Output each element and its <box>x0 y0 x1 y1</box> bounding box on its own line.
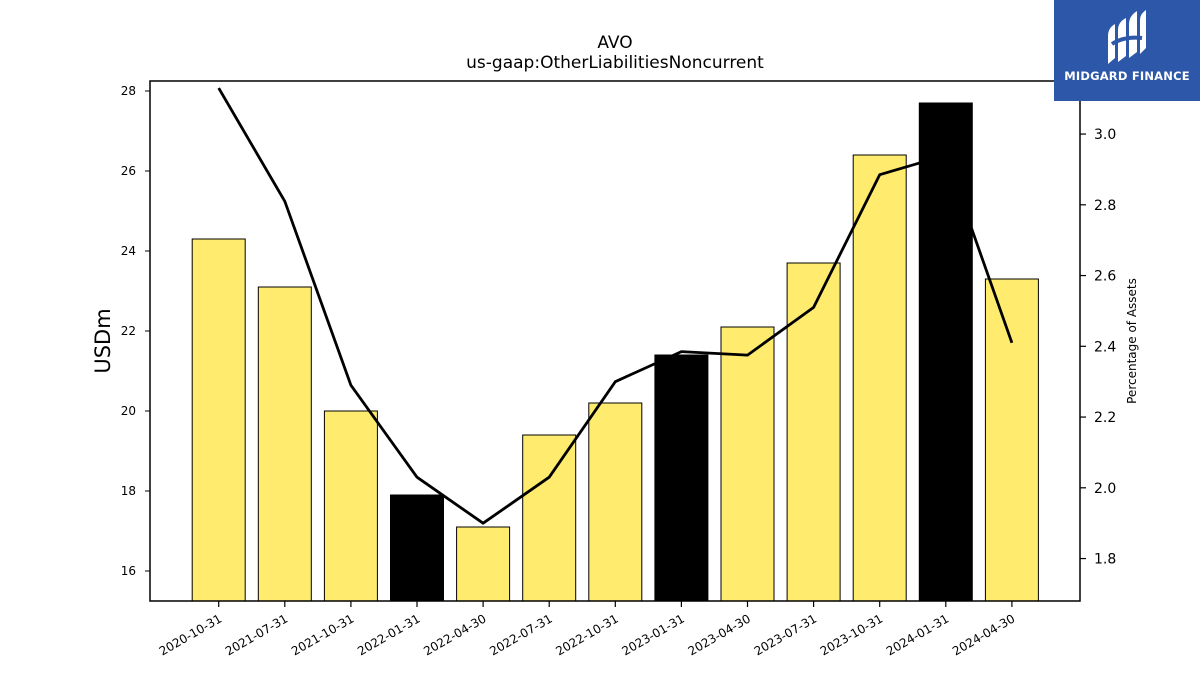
y-tick-label-left: 16 <box>121 564 136 578</box>
bar-2023-07-31 <box>786 262 841 602</box>
x-axis: 2020-10-312021-07-312021-10-312022-01-31… <box>157 601 1017 658</box>
x-tick-label: 2023-07-31 <box>752 611 819 658</box>
percentage-of-assets-line <box>217 87 1014 525</box>
x-tick-label: 2023-10-31 <box>818 611 885 658</box>
y-tick-label-left: 28 <box>121 84 136 98</box>
bar-2023-10-31 <box>852 154 907 602</box>
y-tick-label-left: 26 <box>121 164 136 178</box>
bar-2022-01-31 <box>390 494 444 602</box>
x-tick-label: 2022-01-31 <box>355 611 422 658</box>
bar-2020-10-31 <box>191 238 246 602</box>
x-tick-label: 2024-04-30 <box>950 611 1017 658</box>
bar-2024-04-30 <box>984 278 1039 602</box>
y-tick-label-right: 2.6 <box>1094 269 1116 285</box>
chart-title: AVO <box>597 33 632 53</box>
y-axis-right: 1.8 2.0 2.2 2.4 2.6 2.8 3.0 <box>1080 127 1116 568</box>
y-tick-label-right: 2.2 <box>1094 410 1116 426</box>
y-axis-label-right: Percentage of Assets <box>1125 278 1139 404</box>
chart-subtitle: us-gaap:OtherLiabilitiesNoncurrent <box>466 53 764 73</box>
bar-2021-07-31 <box>257 286 312 602</box>
y-tick-label-left: 20 <box>121 404 136 418</box>
bar-2024-01-31 <box>918 102 973 602</box>
y-tick-label-right: 2.8 <box>1094 198 1116 214</box>
logo-mark-icon <box>1108 10 1146 64</box>
bar-2022-07-31 <box>522 434 577 602</box>
x-tick-label: 2020-10-31 <box>157 611 224 658</box>
bar-2023-01-31 <box>654 354 709 602</box>
bar-group <box>191 102 1039 602</box>
logo-text: MIDGARD FINANCE <box>1064 69 1190 83</box>
y-tick-label-left: 24 <box>121 244 136 258</box>
bar-2023-04-30 <box>720 326 775 602</box>
y-tick-label-right: 1.8 <box>1094 552 1116 568</box>
y-tick-label-right: 3.0 <box>1094 127 1116 143</box>
x-tick-label: 2022-04-30 <box>421 611 488 658</box>
midgard-finance-logo: MIDGARD FINANCE <box>1054 0 1200 101</box>
y-tick-label-right: 2.0 <box>1094 481 1116 497</box>
x-tick-label: 2021-07-31 <box>223 611 290 658</box>
bar-2021-10-31 <box>323 410 378 602</box>
y-tick-label-left: 18 <box>121 484 136 498</box>
x-tick-label: 2023-04-30 <box>686 611 753 658</box>
bar-2022-04-30 <box>456 526 511 602</box>
bar-2022-10-31 <box>588 402 643 602</box>
y-axis-left: 16 18 20 22 24 26 28 <box>121 84 150 578</box>
x-tick-label: 2023-01-31 <box>619 611 686 658</box>
x-tick-label: 2021-10-31 <box>289 611 356 658</box>
y-axis-label-left: USDm <box>91 308 115 373</box>
x-tick-label: 2022-10-31 <box>553 611 620 658</box>
x-tick-label: 2024-01-31 <box>884 611 951 658</box>
y-tick-label-left: 22 <box>121 324 136 338</box>
y-tick-label-right: 2.4 <box>1094 339 1116 355</box>
x-tick-label: 2022-07-31 <box>487 611 554 658</box>
